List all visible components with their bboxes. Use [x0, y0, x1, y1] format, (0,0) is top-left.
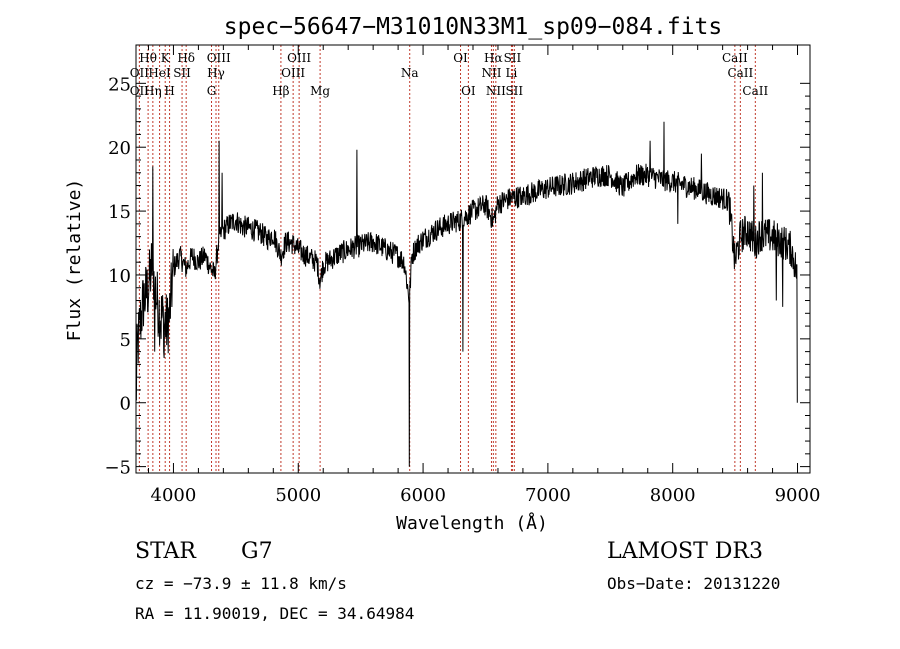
- line-marker-label: CaII: [722, 51, 748, 65]
- axis-ticks: [136, 45, 810, 473]
- line-marker-label: K: [161, 51, 171, 65]
- line-marker-label: HeI: [148, 66, 171, 80]
- line-marker-label: OI: [453, 51, 468, 65]
- observation-date: Obs−Date: 20131220: [607, 574, 781, 593]
- x-axis-label: Wavelength (Å): [396, 512, 548, 534]
- line-marker-label: H: [164, 84, 174, 98]
- x-tick-label: 9000: [775, 485, 821, 506]
- y-tick-labels: −5 0 5 10 15 20 25: [104, 74, 131, 478]
- line-marker-label: NII: [481, 66, 501, 80]
- y-tick-label: 20: [108, 138, 131, 159]
- y-tick-label: −5: [104, 458, 131, 479]
- line-marker-label: OII: [130, 66, 150, 80]
- line-marker-label: CaII: [742, 84, 768, 98]
- y-tick-label: 10: [108, 266, 131, 287]
- line-marker-label: Na: [401, 66, 419, 80]
- y-tick-label: 5: [120, 330, 131, 351]
- line-marker-label: OIII: [207, 51, 231, 65]
- line-marker-label: OII: [130, 84, 150, 98]
- line-marker-label: Li: [506, 66, 518, 80]
- line-marker-label: OIII: [287, 51, 311, 65]
- line-marker-label: Hα: [484, 51, 503, 65]
- line-marker-label: Mg: [310, 84, 330, 98]
- x-tick-label: 6000: [400, 485, 446, 506]
- redshift-value: cz = −73.9 ± 11.8 km/s: [135, 574, 347, 593]
- line-marker-label: Hη: [144, 84, 162, 98]
- y-axis-label: Flux (relative): [64, 179, 85, 342]
- x-tick-label: 4000: [151, 485, 197, 506]
- line-marker-label: SII: [504, 51, 522, 65]
- x-tick-label: 7000: [525, 485, 571, 506]
- x-tick-label: 5000: [275, 485, 321, 506]
- line-marker-label: Hγ: [207, 66, 225, 80]
- y-tick-label: 0: [120, 394, 131, 415]
- object-subclass: G7: [241, 539, 273, 564]
- line-marker-label: Hβ: [272, 84, 289, 98]
- y-tick-label: 25: [108, 74, 131, 95]
- chart-title: spec−56647−M31010N33M1_sp09−084.fits: [224, 14, 723, 40]
- spectrum-line: [135, 121, 798, 467]
- x-tick-labels: 4000 5000 6000 7000 8000 9000: [151, 485, 821, 506]
- line-marker-label: G: [207, 84, 217, 98]
- plot-frame: [135, 44, 811, 474]
- x-tick-label: 8000: [650, 485, 696, 506]
- y-tick-label: 15: [108, 202, 131, 223]
- line-marker-label: CaII: [727, 66, 753, 80]
- survey-name: LAMOST DR3: [607, 539, 763, 564]
- line-marker-label: SII: [173, 66, 191, 80]
- spectral-line-markers: [138, 45, 756, 473]
- line-marker-label: NII: [486, 84, 506, 98]
- line-marker-label: OIII: [281, 66, 305, 80]
- object-class: STAR: [135, 539, 196, 564]
- coordinates: RA = 11.90019, DEC = 34.64984: [135, 604, 415, 623]
- line-marker-label: Hθ: [139, 51, 157, 65]
- line-marker-label: Hδ: [177, 51, 195, 65]
- line-marker-label: OI: [461, 84, 476, 98]
- line-marker-label: SII: [505, 84, 523, 98]
